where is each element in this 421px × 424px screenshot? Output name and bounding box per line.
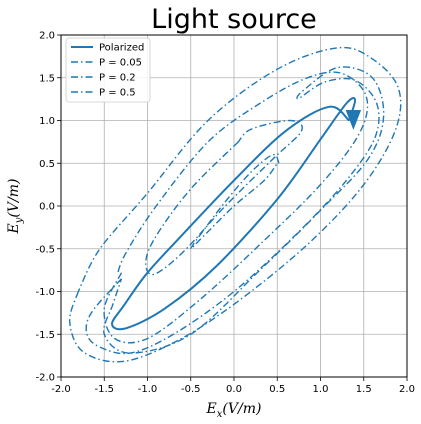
y-tick-label: 0.0: [39, 202, 55, 213]
series-line-p-0-5: [68, 46, 402, 363]
legend-box: [65, 37, 151, 103]
series-line-p-0-2: [145, 119, 303, 276]
y-tick-label: 1.0: [39, 116, 55, 127]
legend: Polarized P = 0.05 P = 0.2 P = 0.5: [65, 37, 151, 103]
x-tick-label: 2.0: [399, 384, 415, 395]
series-line-polarized: [111, 97, 357, 331]
legend-label: P = 0.05: [99, 58, 142, 69]
y-axis-ticks: -2.0 -1.5 -1.0 -0.5 0.0 0.5 1.0 1.5 2.0: [35, 31, 61, 384]
x-axis-ticks: -2.0 -1.5 -1.0 -0.5 0.0 0.5 1.0 1.5 2.0: [51, 377, 415, 395]
legend-label: P = 0.5: [99, 88, 136, 99]
x-tick-label: 1.0: [313, 384, 329, 395]
y-tick-label: -0.5: [35, 244, 55, 255]
series-line-p-0-5: [85, 66, 385, 355]
x-tick-label: -1.0: [138, 384, 158, 395]
y-tick-label: 0.5: [39, 159, 55, 170]
x-tick-label: 1.5: [356, 384, 372, 395]
x-tick-label: -1.5: [94, 384, 114, 395]
x-tick-label: -0.5: [181, 384, 201, 395]
legend-label: P = 0.2: [99, 73, 136, 84]
curves: [68, 46, 402, 363]
x-tick-label: 0.0: [226, 384, 242, 395]
y-tick-label: 1.5: [39, 73, 55, 84]
series-line-p-0-2: [103, 71, 369, 344]
y-tick-label: 2.0: [39, 31, 55, 42]
legend-label: Polarized: [99, 43, 144, 54]
arrow-head: [345, 109, 362, 130]
y-tick-label: -1.0: [35, 287, 55, 298]
x-axis-label: Ex(V/m): [206, 401, 262, 420]
x-tick-label: 0.5: [269, 384, 285, 395]
series-line-p-0-05: [190, 153, 280, 250]
x-tick-label: -2.0: [51, 384, 71, 395]
direction-arrow: [345, 109, 362, 130]
chart-title: Light source: [151, 4, 317, 35]
y-tick-label: -1.5: [35, 330, 55, 341]
y-tick-label: -2.0: [35, 373, 55, 384]
y-axis-label: Ey(V/m): [6, 179, 25, 235]
